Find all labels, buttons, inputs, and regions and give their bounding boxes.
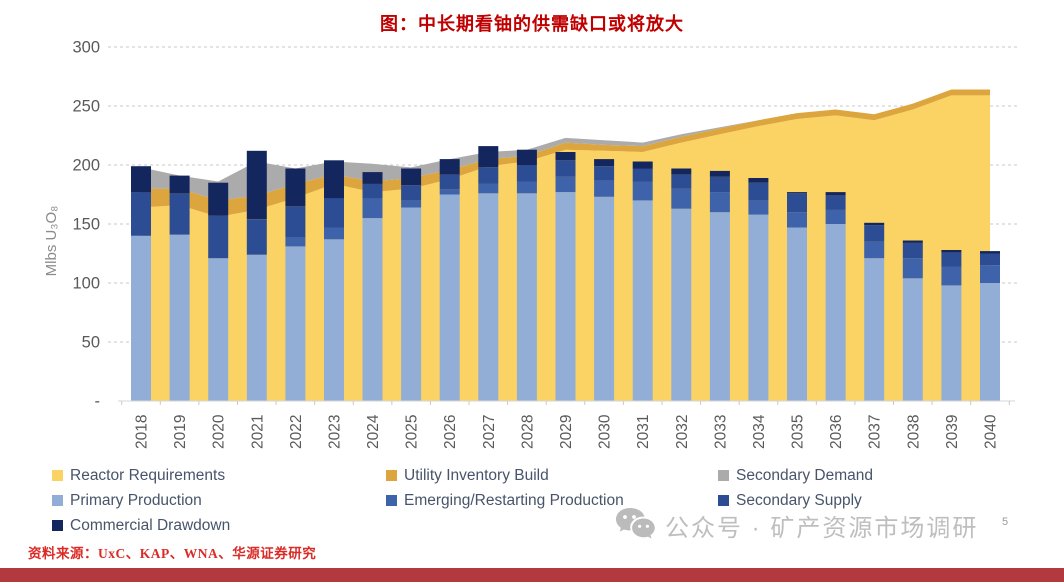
legend-item-reactor-requirements: Reactor Requirements (52, 467, 386, 485)
legend-label: Secondary Supply (736, 491, 862, 509)
legend-item-utility-inventory-build: Utility Inventory Build (386, 467, 718, 485)
svg-text:2032: 2032 (674, 415, 691, 449)
supply-demand-chart: 300 250 200 150 100 50 - 2018 2019 2020 2021 2022 20… (43, 39, 1020, 449)
svg-text:2040: 2040 (983, 414, 1000, 449)
svg-text:2022: 2022 (288, 415, 305, 449)
legend-swatch (386, 495, 397, 506)
svg-text:2033: 2033 (712, 415, 729, 449)
svg-text:2038: 2038 (905, 415, 922, 449)
legend-label: Emerging/Restarting Production (404, 491, 624, 509)
legend-item-secondary-supply: Secondary Supply (718, 492, 1018, 510)
svg-text:2026: 2026 (442, 415, 459, 449)
legend-item-emerging-restarting-production: Emerging/Restarting Production (386, 492, 718, 510)
svg-text:2018: 2018 (134, 415, 151, 449)
chart-legend: Reactor Requirements Utility Inventory Bu… (52, 463, 1032, 538)
svg-text:2021: 2021 (249, 415, 266, 449)
legend-swatch (52, 495, 63, 506)
svg-text:200: 200 (72, 157, 100, 175)
svg-text:50: 50 (82, 334, 100, 352)
legend-swatch (52, 470, 63, 481)
watermark: 公众号 · 矿产资源市场调研 (614, 506, 978, 544)
legend-label: Commercial Drawdown (70, 516, 231, 534)
footer-bar (0, 568, 1064, 582)
legend-label: Primary Production (70, 491, 202, 509)
svg-text:2020: 2020 (211, 414, 228, 449)
svg-text:2035: 2035 (790, 415, 807, 449)
svg-text:2031: 2031 (635, 415, 652, 449)
legend-swatch (718, 495, 729, 506)
svg-text:2039: 2039 (944, 415, 961, 449)
svg-text:2027: 2027 (481, 415, 498, 449)
svg-text:250: 250 (72, 98, 100, 116)
source-note: 资料来源：UxC、KAP、WNA、华源证券研究 (28, 546, 317, 561)
svg-text:Mlbs U₃O₈: Mlbs U₃O₈ (43, 206, 60, 277)
svg-text:-: - (95, 393, 101, 411)
legend-item-primary-production: Primary Production (52, 492, 386, 510)
chart-title: 图：中长期看铀的供需缺口或将放大 (380, 14, 684, 34)
legend-label: Secondary Demand (736, 466, 873, 484)
legend-swatch (52, 520, 63, 531)
legend-swatch (386, 470, 397, 481)
wechat-icon (616, 508, 655, 539)
svg-text:150: 150 (72, 216, 100, 234)
svg-text:2023: 2023 (327, 415, 344, 449)
svg-text:2036: 2036 (828, 415, 845, 449)
page-number: 5 (1002, 516, 1009, 528)
svg-text:2037: 2037 (867, 415, 884, 449)
svg-text:2029: 2029 (558, 415, 575, 449)
legend-item-secondary-demand: Secondary Demand (718, 467, 1018, 485)
svg-text:2019: 2019 (172, 415, 189, 449)
svg-text:2028: 2028 (519, 415, 536, 449)
legend-swatch (718, 470, 729, 481)
svg-text:2030: 2030 (597, 414, 614, 449)
svg-text:300: 300 (72, 39, 100, 57)
watermark-text: 公众号 · 矿产资源市场调研 (665, 514, 979, 542)
svg-text:2034: 2034 (751, 414, 768, 449)
legend-label: Reactor Requirements (70, 466, 226, 484)
legend-item-commercial-drawdown: Commercial Drawdown (52, 517, 386, 535)
svg-text:2025: 2025 (404, 415, 421, 449)
svg-text:100: 100 (72, 275, 100, 293)
legend-label: Utility Inventory Build (404, 466, 549, 484)
svg-text:2024: 2024 (365, 414, 382, 449)
